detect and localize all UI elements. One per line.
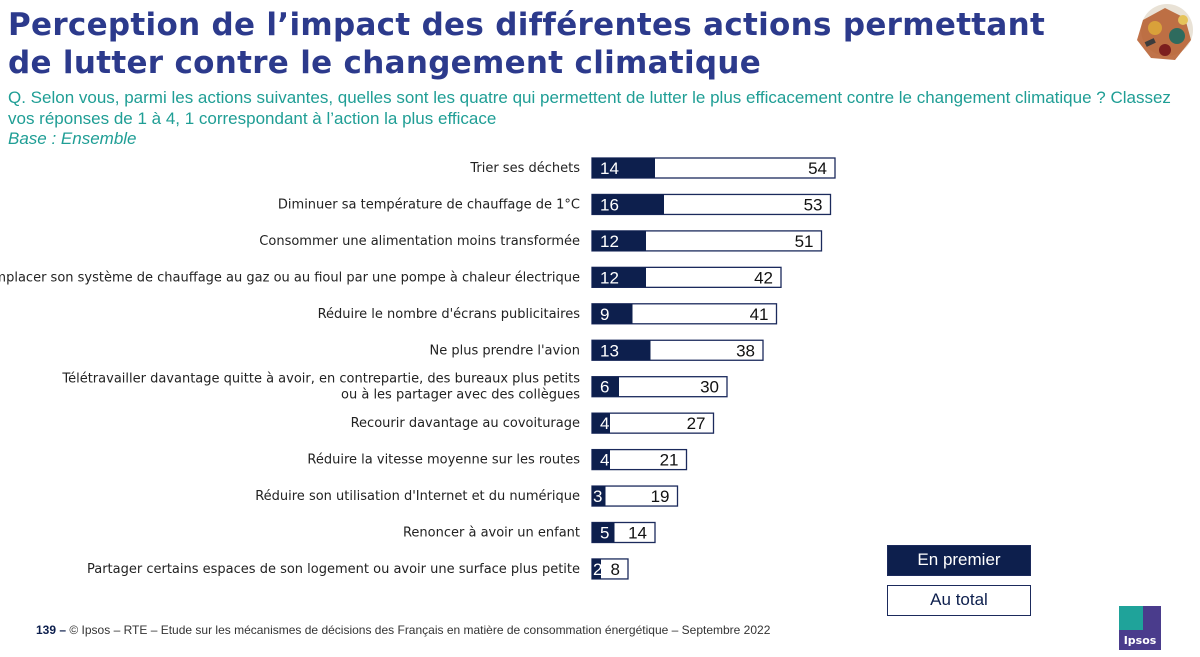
bar-en-premier — [592, 486, 606, 507]
bar-en-premier — [592, 303, 633, 324]
value-label-au-total: 53 — [804, 195, 823, 214]
legend-en-premier: En premier — [887, 545, 1031, 576]
value-label-au-total: 8 — [611, 560, 620, 579]
value-label-en-premier: 2 — [593, 560, 602, 579]
legend-au-total: Au total — [887, 585, 1031, 616]
category-label: Recourir davantage au covoiturage — [351, 416, 580, 431]
value-label-au-total: 41 — [750, 305, 769, 324]
value-label-au-total: 27 — [687, 414, 706, 433]
value-label-au-total: 38 — [736, 341, 755, 360]
footer: 139 – © Ipsos – RTE – Etude sur les méca… — [36, 623, 770, 637]
value-label-au-total: 14 — [628, 524, 647, 543]
bar-en-premier — [592, 194, 664, 215]
value-label-en-premier: 14 — [600, 159, 619, 178]
value-label-en-premier: 3 — [593, 487, 602, 506]
value-label-en-premier: 4 — [600, 414, 609, 433]
category-label: Télétravailler davantage quitte à avoir,… — [61, 372, 580, 387]
bar-en-premier — [592, 449, 610, 470]
category-label: Consommer une alimentation moins transfo… — [259, 234, 580, 249]
bar-en-premier — [592, 340, 651, 361]
value-label-en-premier: 13 — [600, 341, 619, 360]
value-label-en-premier: 6 — [600, 378, 609, 397]
bar-en-premier — [592, 522, 615, 543]
category-label: Trier ses déchets — [469, 161, 580, 176]
value-label-au-total: 30 — [700, 378, 719, 397]
value-label-au-total: 42 — [754, 268, 773, 287]
category-label: ou à les partager avec des collègues — [341, 388, 580, 403]
category-label: Partager certains espaces de son logemen… — [87, 562, 580, 577]
bar-en-premier — [592, 558, 601, 579]
category-label: Réduire la vitesse moyenne sur les route… — [307, 453, 580, 468]
category-label: Diminuer sa température de chauffage de … — [278, 197, 580, 212]
footer-source: © Ipsos – RTE – Etude sur les mécanismes… — [69, 623, 771, 637]
value-label-au-total: 51 — [795, 232, 814, 251]
bar-en-premier — [592, 158, 655, 178]
value-label-en-premier: 12 — [600, 268, 619, 287]
bar-en-premier — [592, 376, 619, 397]
value-label-en-premier: 5 — [600, 524, 609, 543]
value-label-au-total: 19 — [651, 487, 670, 506]
ipsos-logo: Ipsos — [1119, 606, 1161, 650]
page-title: Perception de l’impact des différentes a… — [8, 7, 1046, 81]
decorative-illustration — [1137, 4, 1193, 60]
category-label: Ne plus prendre l'avion — [429, 343, 580, 358]
question-text: Q. Selon vous, parmi les actions suivant… — [8, 88, 1171, 128]
category-label: Remplacer son système de chauffage au ga… — [0, 270, 580, 285]
bar-en-premier — [592, 413, 610, 434]
bar-en-premier — [592, 230, 646, 251]
category-label: Réduire son utilisation d'Internet et du… — [255, 489, 580, 504]
logo-text: Ipsos — [1124, 634, 1157, 647]
value-label-au-total: 54 — [808, 159, 827, 178]
bar-en-premier — [592, 267, 646, 288]
category-label: Renoncer à avoir un enfant — [403, 526, 580, 541]
value-label-en-premier: 9 — [600, 305, 609, 324]
value-label-au-total: 21 — [660, 451, 679, 470]
value-label-en-premier: 12 — [600, 232, 619, 251]
value-label-en-premier: 16 — [600, 195, 619, 214]
base-text: Base : Ensemble — [8, 129, 137, 148]
page-number: 139 – — [36, 623, 67, 637]
category-label: Réduire le nombre d'écrans publicitaires — [318, 307, 581, 322]
value-label-en-premier: 4 — [600, 451, 609, 470]
